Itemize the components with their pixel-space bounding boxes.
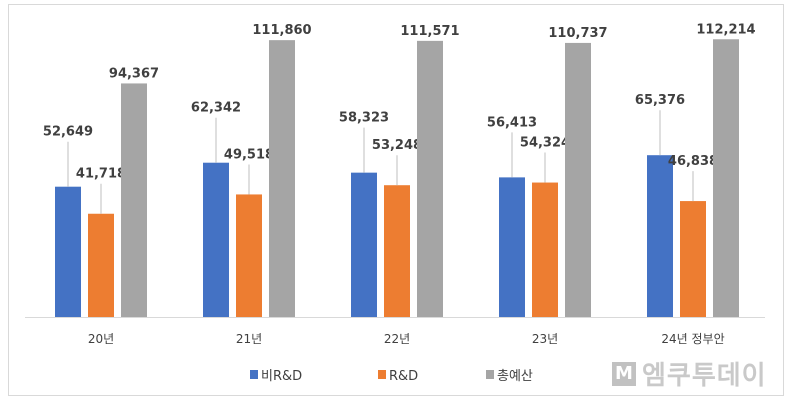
bar-2-0 (121, 83, 147, 317)
bar-0-0 (55, 186, 81, 317)
data-label: 54,324 (520, 136, 570, 151)
bar-1-2 (384, 185, 410, 317)
data-label: 46,838 (668, 154, 718, 169)
data-label: 58,323 (339, 111, 389, 126)
bar-0-2 (351, 172, 377, 317)
data-label: 49,518 (224, 147, 274, 162)
bar-0-3 (499, 177, 525, 317)
bar-0-4 (647, 155, 673, 317)
data-label: 110,737 (548, 26, 607, 41)
bar-2-2 (417, 40, 443, 317)
data-label: 41,718 (76, 167, 126, 182)
bar-1-0 (88, 213, 114, 317)
x-tick-label: 20년 (88, 332, 114, 346)
x-tick-label: 24년 정부안 (661, 332, 724, 346)
x-tick-label: 23년 (532, 332, 558, 346)
data-label: 111,571 (400, 24, 459, 39)
data-label: 112,214 (696, 22, 755, 37)
watermark-mark: M (612, 361, 636, 386)
data-label: 94,367 (109, 66, 159, 81)
data-label: 56,413 (487, 115, 537, 130)
watermark-text: 엠쿠투데이 (642, 361, 767, 391)
x-tick-label: 21년 (236, 332, 262, 346)
bar-1-1 (236, 194, 262, 317)
bar-2-1 (269, 40, 295, 318)
x-tick-label: 22년 (384, 332, 410, 346)
data-label: 65,376 (635, 93, 685, 108)
bar-1-3 (532, 182, 558, 317)
chart-frame (8, 4, 784, 396)
bar-2-3 (565, 42, 591, 317)
legend-label: 비R&D (261, 369, 302, 384)
bar-2-4 (713, 39, 739, 317)
data-label: 52,649 (43, 125, 93, 140)
data-label: 53,248 (372, 138, 422, 153)
legend-swatch (378, 370, 386, 379)
bar-1-4 (680, 201, 706, 317)
watermark-logo: M 엠쿠투데이 (612, 355, 767, 392)
legend-label: R&D (389, 369, 418, 384)
data-label: 62,342 (191, 101, 241, 116)
bar-0-1 (203, 162, 229, 317)
legend-swatch (486, 370, 494, 379)
legend-label: 총예산 (497, 369, 533, 384)
data-label: 111,860 (252, 23, 311, 38)
legend-swatch (250, 370, 258, 379)
